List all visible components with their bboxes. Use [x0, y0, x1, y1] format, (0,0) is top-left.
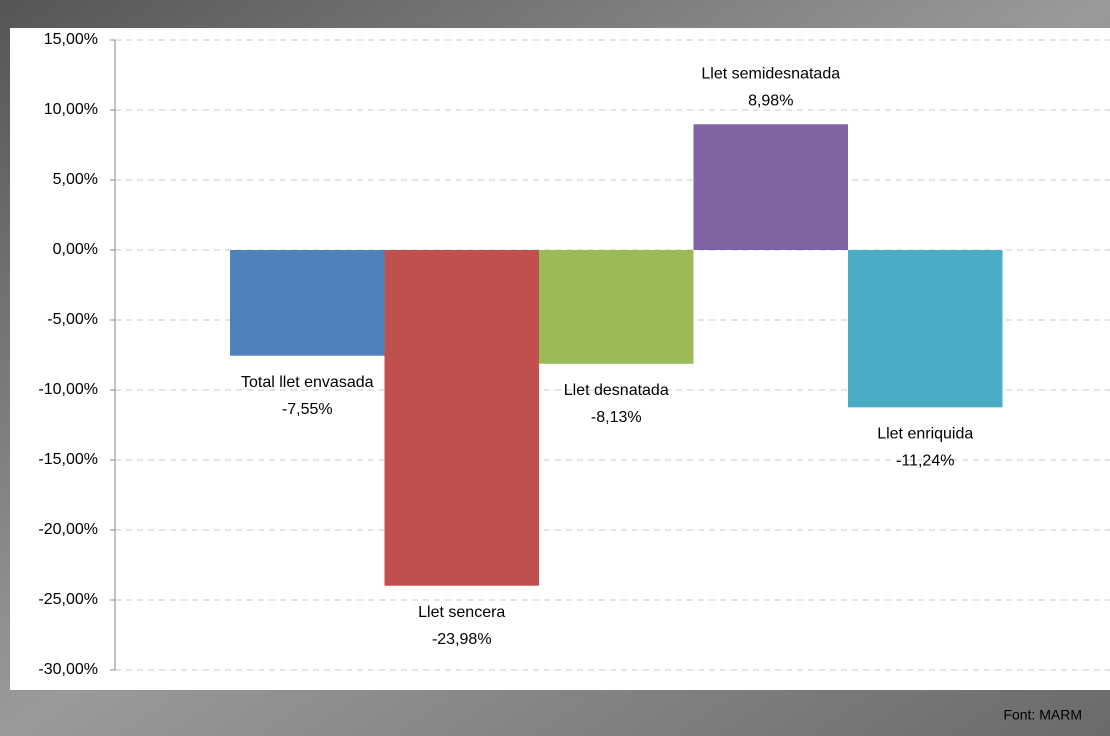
- category-label: Llet desnatada: [564, 382, 669, 399]
- value-label: -11,24%: [896, 453, 954, 470]
- y-tick-label: 5,00%: [53, 171, 98, 188]
- source-note: Font: MARM: [1003, 707, 1082, 723]
- value-label: -8,13%: [591, 409, 642, 426]
- bar: [694, 124, 849, 250]
- y-tick-label: 15,00%: [44, 31, 98, 48]
- y-tick-label: -25,00%: [38, 591, 98, 608]
- bar: [385, 250, 540, 586]
- chart: Font: MARM -30,00% -25,00% -20,00% -15,00% -…: [0, 0, 1110, 736]
- y-tick-label: 0,00%: [53, 241, 98, 258]
- value-label: -23,98%: [432, 631, 492, 648]
- bar: [539, 250, 694, 364]
- bar: [848, 250, 1003, 407]
- category-label: Llet sencera: [418, 604, 505, 621]
- page: Font: MARM -30,00% -25,00% -20,00% -15,00% -…: [0, 0, 1110, 736]
- bar: [230, 250, 385, 356]
- category-label: Llet enriquida: [877, 426, 973, 443]
- y-tick-label: -10,00%: [38, 381, 98, 398]
- value-label: -7,55%: [282, 401, 333, 418]
- y-tick-label: 10,00%: [44, 101, 98, 118]
- y-tick-label: -5,00%: [47, 311, 98, 328]
- value-label: 8,98%: [748, 92, 793, 109]
- category-label: Llet semidesnatada: [701, 65, 840, 82]
- y-tick-label: -30,00%: [38, 661, 98, 678]
- y-tick-label: -15,00%: [38, 451, 98, 468]
- category-label: Total llet envasada: [241, 374, 374, 391]
- y-tick-label: -20,00%: [38, 521, 98, 538]
